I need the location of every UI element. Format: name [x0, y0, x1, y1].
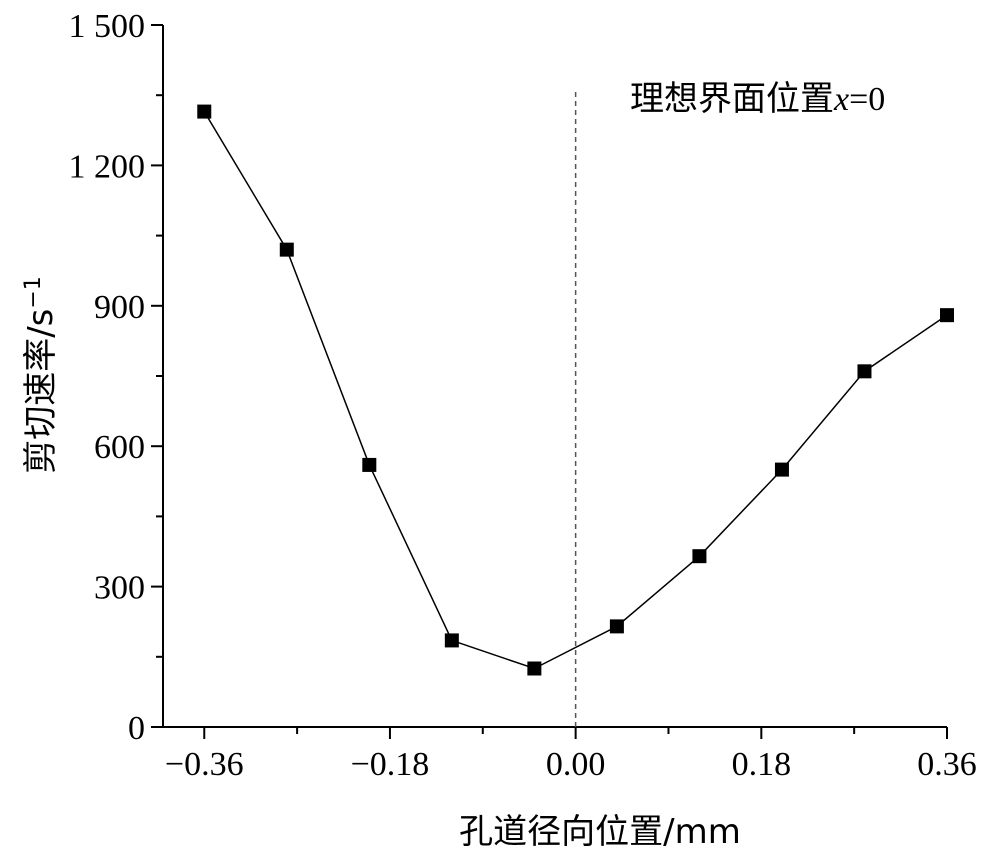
x-axis-label: 孔道径向位置/mm — [459, 812, 741, 852]
data-point-marker — [527, 661, 542, 676]
x-tick-label: −0.18 — [351, 746, 430, 783]
data-point-marker — [940, 308, 954, 323]
y-tick-label: 0 — [128, 710, 145, 747]
y-axis-label-superscript: −1 — [21, 276, 46, 308]
ideal-interface-annotation: 理想界面位置x=0 — [630, 79, 885, 119]
y-axis-ticks: 0 300 600 900 1 200 1 500 — [69, 8, 163, 747]
y-tick-label: 1 200 — [69, 148, 146, 185]
data-point-marker — [609, 619, 624, 634]
y-tick-label: 600 — [94, 429, 145, 466]
x-tick-label: 0.00 — [546, 746, 606, 783]
y-tick-label: 300 — [94, 570, 145, 607]
y-tick-label: 1 500 — [69, 8, 146, 45]
y-tick-label: 900 — [94, 289, 145, 326]
x-tick-label: 0.36 — [917, 746, 977, 783]
data-point-marker — [362, 457, 377, 472]
x-tick-label: 0.18 — [732, 746, 792, 783]
data-points — [197, 104, 954, 676]
data-point-marker — [444, 633, 459, 648]
annotation-text: 理想界面位置 — [630, 79, 834, 119]
data-point-marker — [692, 549, 707, 564]
annotation-value: =0 — [849, 81, 885, 118]
annotation-variable: x — [833, 81, 849, 118]
y-axis-label: 剪切速率/s−1 — [21, 276, 61, 474]
axes — [162, 25, 947, 728]
data-point-marker — [857, 364, 872, 379]
data-point-marker — [279, 242, 294, 257]
data-point-marker — [774, 462, 789, 477]
y-axis-label-main: 剪切速率/s — [21, 309, 61, 474]
x-tick-label: −0.36 — [165, 746, 244, 783]
x-axis-ticks: −0.36 −0.18 0.00 0.18 0.36 — [165, 727, 977, 783]
data-point-marker — [197, 104, 212, 119]
series-line — [203, 111, 948, 670]
